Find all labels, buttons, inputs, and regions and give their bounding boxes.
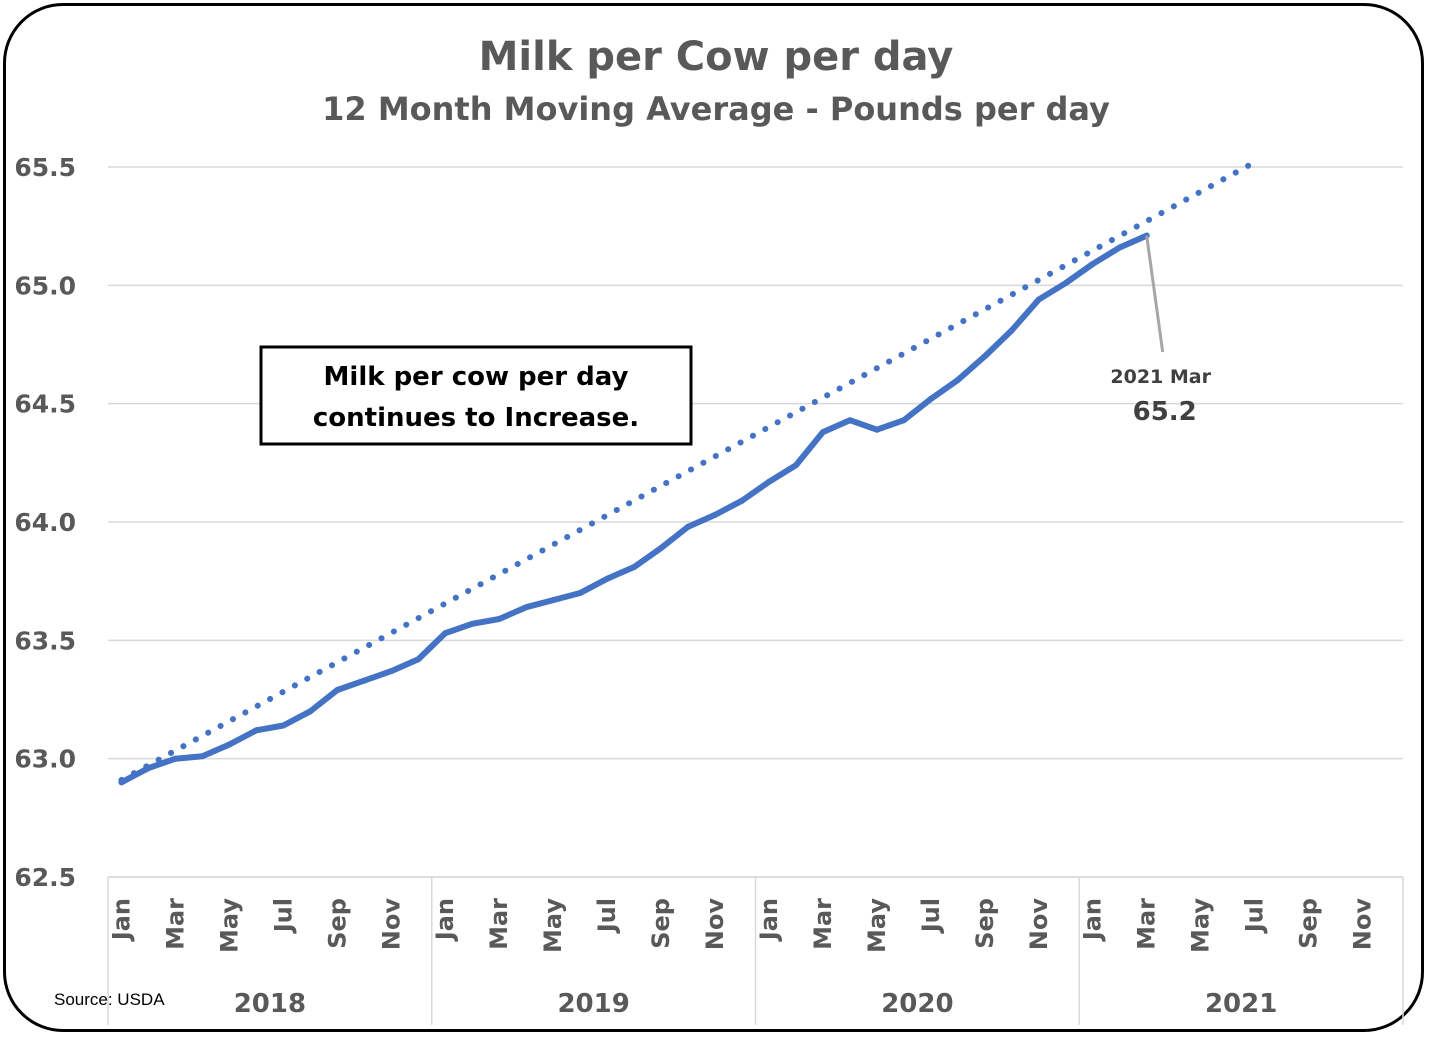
data-point: [469, 620, 476, 627]
data-point: [1035, 296, 1042, 303]
x-tick-label: Jan: [1079, 898, 1107, 942]
x-tick-label: Nov: [377, 898, 405, 951]
x-tick-label: May: [539, 898, 567, 953]
data-point: [118, 779, 125, 786]
data-point: [981, 353, 988, 360]
data-label-annotation: 2021 Mar 65.2: [1110, 235, 1212, 427]
data-point: [1062, 279, 1069, 286]
annotation-value: 65.2: [1133, 397, 1197, 427]
data-point: [577, 590, 584, 596]
trendline-dotted: [118, 159, 1258, 783]
x-tick-label: Jan: [755, 898, 783, 942]
y-tick-label: 63.0: [14, 745, 76, 774]
chart-title: Milk per Cow per day: [479, 34, 954, 80]
data-point: [1116, 244, 1123, 251]
data-point: [415, 656, 422, 663]
data-point: [792, 462, 799, 469]
callout-line-1: Milk per cow per day: [324, 362, 629, 392]
data-point: [1089, 261, 1096, 268]
trend-line: [118, 159, 1258, 783]
data-point: [280, 722, 287, 729]
x-tick-label: Sep: [1295, 898, 1323, 949]
y-tick-label: 62.5: [14, 863, 76, 892]
data-point: [334, 687, 341, 694]
x-tick-label: Mar: [1133, 898, 1161, 950]
data-point: [253, 727, 260, 734]
x-tick-label: Sep: [323, 898, 351, 949]
gridlines: [108, 166, 1403, 878]
annotation-date: 2021 Mar: [1110, 366, 1211, 388]
data-point: [226, 741, 233, 748]
x-tick-label: Jan: [107, 898, 135, 942]
x-tick-label: Jan: [431, 898, 459, 942]
x-tick-label: Jul: [1241, 898, 1269, 934]
x-tick-label: Nov: [1025, 898, 1053, 951]
data-point: [1008, 327, 1015, 334]
callout-box: Milk per cow per day continues to Increa…: [259, 345, 693, 446]
data-point: [172, 755, 179, 762]
data-point: [523, 604, 530, 611]
data-point: [873, 426, 880, 433]
y-tick-label: 64.0: [14, 508, 76, 537]
y-tick-label: 65.0: [14, 271, 76, 300]
x-axis: Jan Mar May Jul Sep Nov 2018 Jan Mar May Jul Sep Nov…: [107, 876, 1404, 1025]
y-tick-label: 63.5: [14, 626, 76, 655]
data-point: [819, 429, 826, 436]
data-point: [604, 575, 611, 582]
chart-subtitle: 12 Month Moving Average - Pounds per day: [322, 90, 1110, 128]
x-tick-label: Mar: [161, 898, 189, 950]
data-point: [307, 708, 314, 715]
x-tick-label: May: [215, 898, 243, 953]
x-tick-label: Sep: [647, 898, 675, 949]
data-point: [954, 377, 961, 383]
data-point: [550, 597, 557, 604]
callout-border: [259, 345, 693, 446]
data-point: [658, 545, 665, 552]
data-point: [442, 630, 449, 637]
source-note: Source: USDA: [54, 990, 165, 1009]
x-tick-label: Jul: [269, 898, 297, 934]
data-point: [739, 497, 746, 504]
x-tick-label: Mar: [809, 898, 837, 950]
series-line: [118, 232, 1150, 786]
data-point: [631, 563, 638, 570]
callout-line-2: continues to Increase.: [313, 403, 639, 433]
data-point: [846, 417, 853, 424]
x-tick-label: Nov: [701, 898, 729, 951]
x-tick-label: May: [1187, 898, 1215, 953]
year-label: 2018: [234, 989, 306, 1019]
x-tick-label: Nov: [1349, 898, 1377, 951]
data-point: [361, 677, 368, 684]
data-point: [900, 417, 907, 424]
y-tick-label: 64.5: [14, 390, 76, 419]
y-tick-label: 65.5: [14, 153, 76, 182]
data-point: [685, 523, 692, 530]
year-label: 2021: [1205, 989, 1277, 1019]
data-point: [712, 511, 719, 518]
year-label: 2019: [557, 989, 629, 1019]
y-axis: 65.5 65.0 64.5 64.0 63.5 63.0 62.5: [14, 153, 76, 892]
data-point: [765, 478, 772, 485]
x-tick-label: Sep: [971, 898, 999, 949]
data-point: [496, 616, 503, 623]
data-point: [388, 668, 395, 675]
data-series: [118, 232, 1150, 786]
x-tick-label: Mar: [485, 898, 513, 950]
year-label: 2020: [881, 989, 953, 1019]
x-tick-label: May: [863, 898, 891, 953]
x-tick-label: Jul: [917, 898, 945, 934]
data-point: [199, 753, 206, 760]
annotation-leader-line: [1145, 235, 1165, 353]
data-point: [145, 765, 152, 772]
x-tick-label: Jul: [593, 898, 621, 934]
data-point: [927, 395, 934, 402]
